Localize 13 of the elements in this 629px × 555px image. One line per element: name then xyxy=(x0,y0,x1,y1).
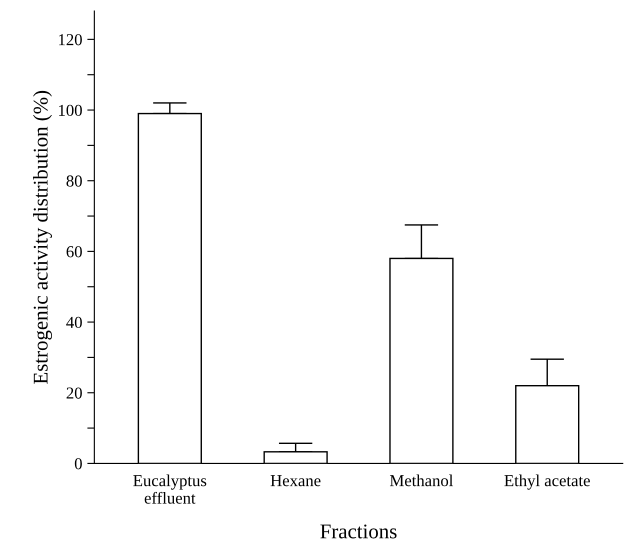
y-axis-title: Estrogenic activity distribution (%) xyxy=(33,90,52,384)
y-tick-label: 60 xyxy=(66,246,82,258)
y-tick-label: 120 xyxy=(59,34,82,46)
x-axis-title: Fractions xyxy=(320,524,397,538)
x-tick-label: Methanol xyxy=(390,474,454,486)
x-tick-label: Hexane xyxy=(270,475,320,486)
x-tick-label: Eucalyptus effluent xyxy=(133,474,206,504)
y-tick-label: 20 xyxy=(66,387,82,399)
y-tick-label: 0 xyxy=(74,458,82,470)
y-tick-label: 40 xyxy=(66,316,82,328)
y-tick-label: 80 xyxy=(66,175,82,187)
x-tick-label: Ethyl acetate xyxy=(504,474,590,490)
y-tick-label: 100 xyxy=(59,104,82,116)
